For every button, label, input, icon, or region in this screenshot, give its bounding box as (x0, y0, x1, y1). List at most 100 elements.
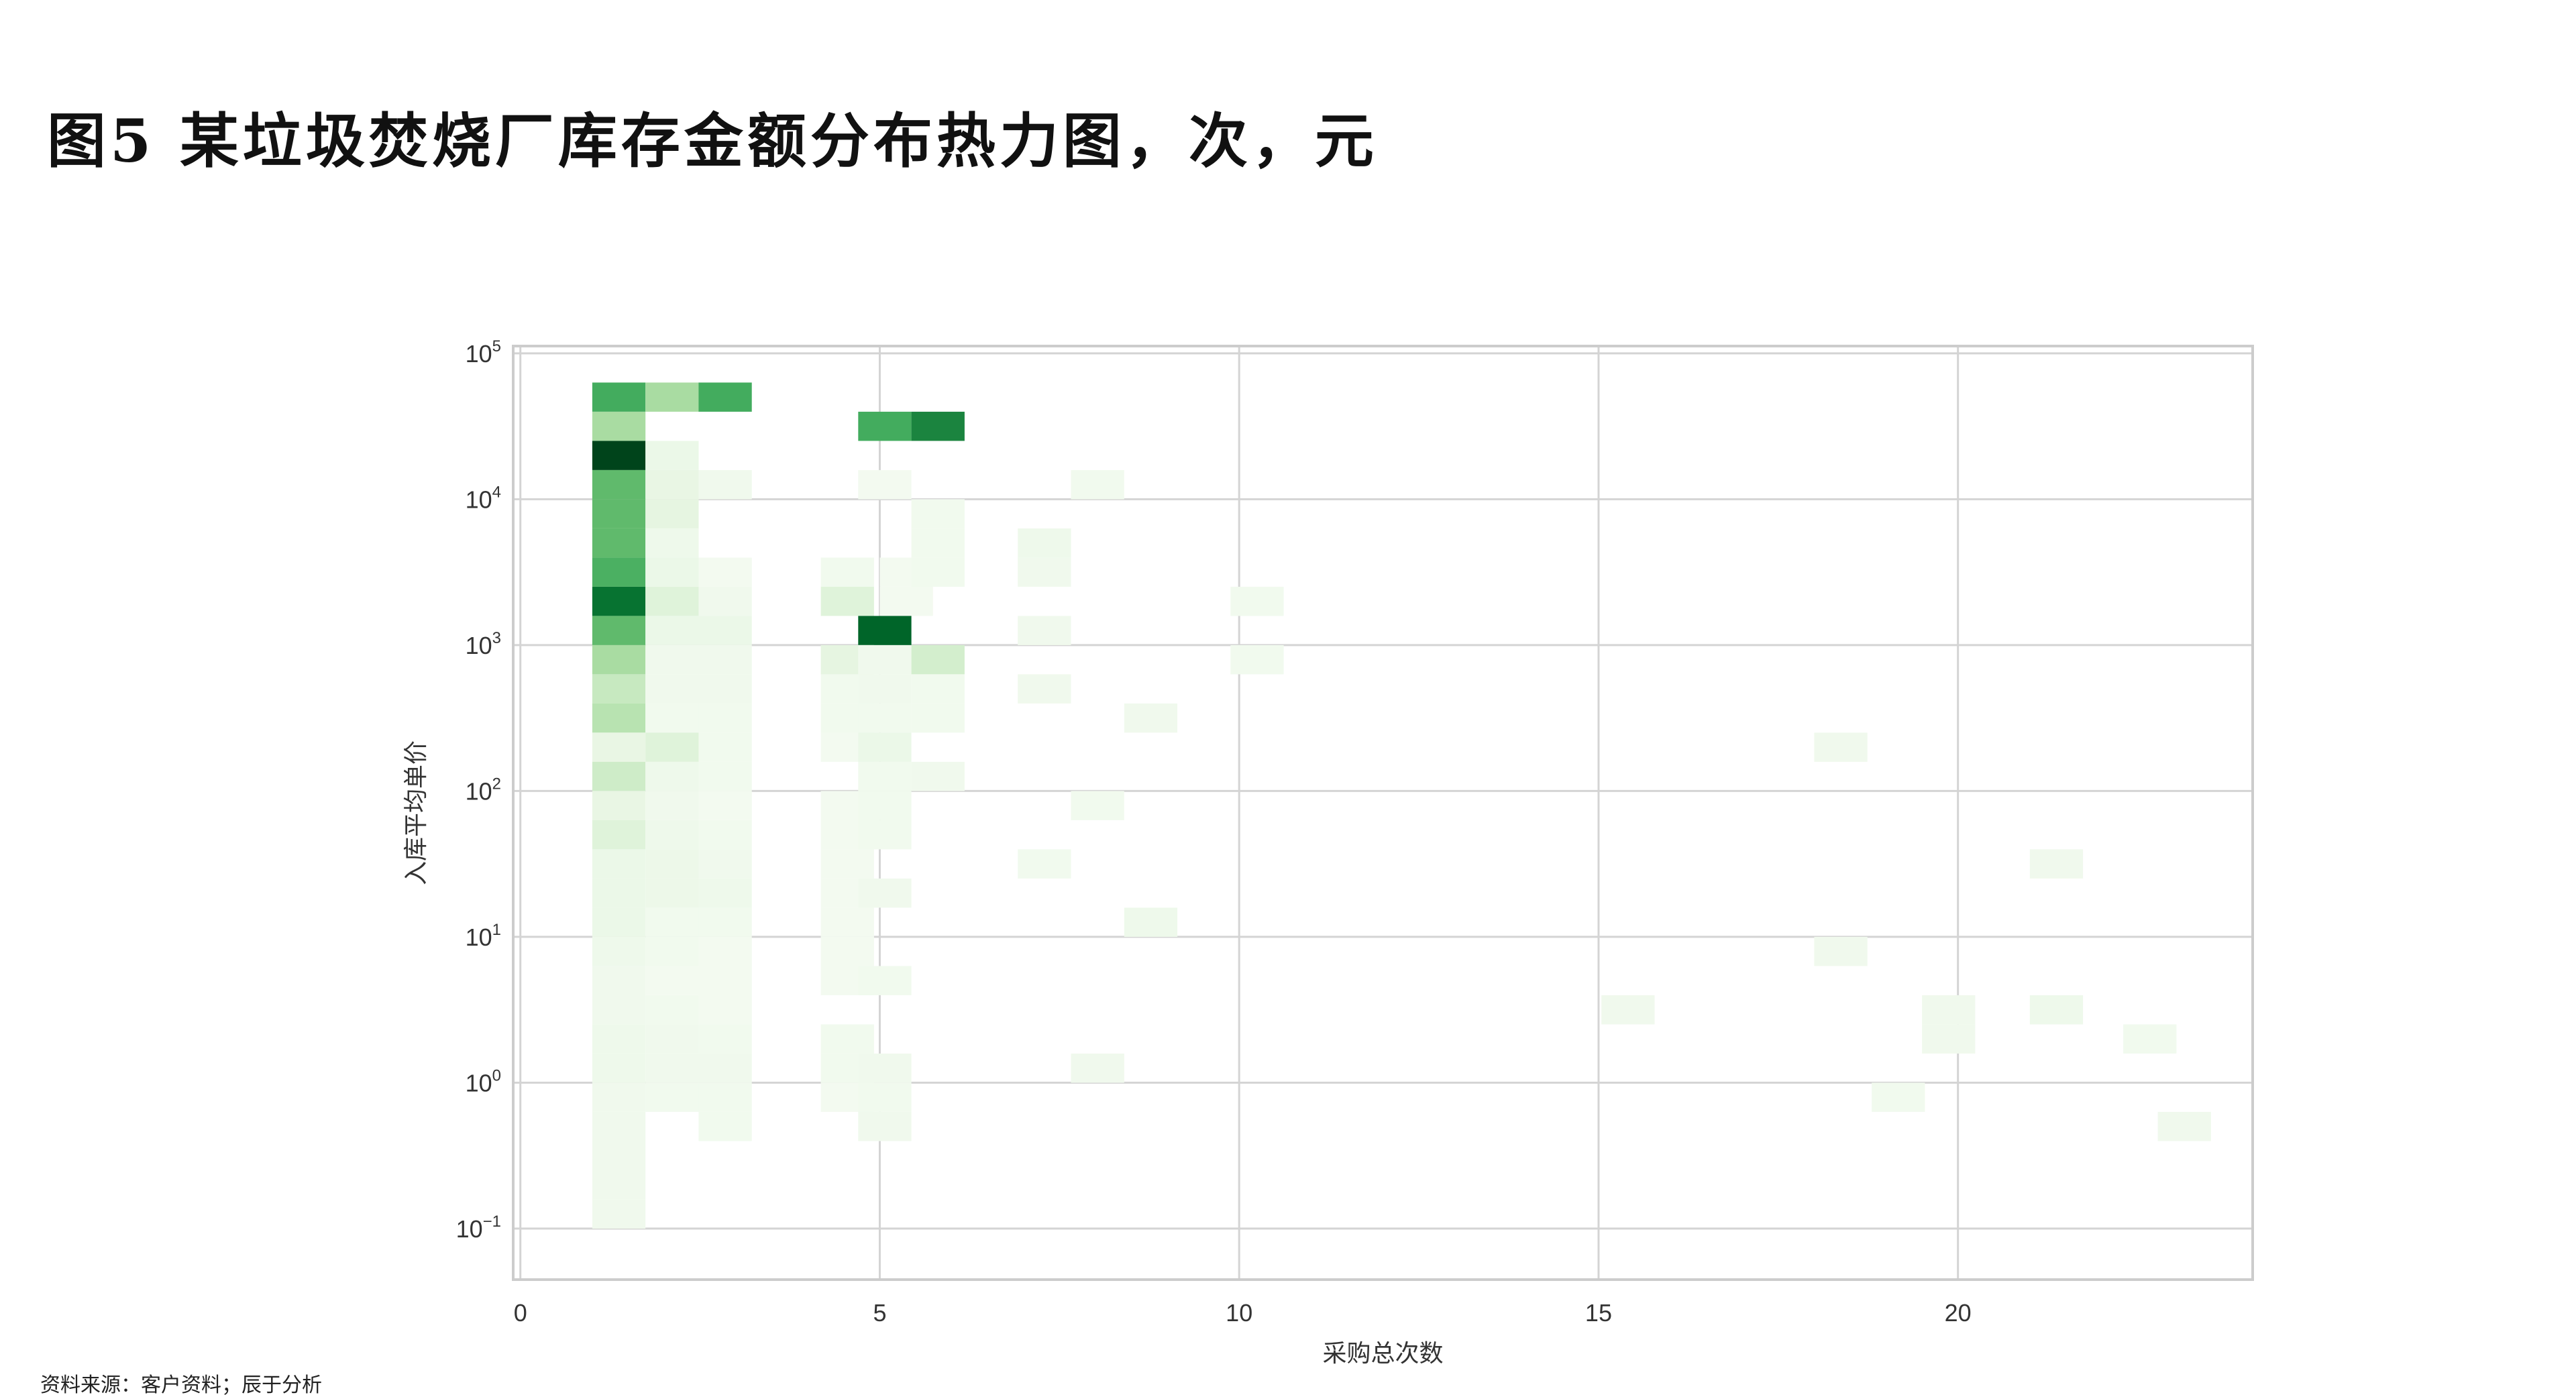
x-tick-labels: 0 5 10 15 20 (514, 1299, 1972, 1327)
x-tick-label: 20 (1945, 1299, 1972, 1327)
heatmap-cell (698, 732, 752, 762)
heatmap-cell (698, 469, 752, 500)
heatmap-cell (1230, 586, 1284, 616)
heatmap-cell (1124, 703, 1178, 733)
heatmap-cell (698, 586, 752, 616)
heatmap-cell (698, 1053, 752, 1083)
heatmap-cell (858, 966, 912, 995)
heatmap-cell (858, 616, 912, 645)
heatmap-cell (698, 616, 752, 645)
heatmap-cell (698, 995, 752, 1025)
heatmap-cell (1814, 732, 1868, 762)
heatmap-cell (592, 1024, 646, 1054)
heatmap-cell (1872, 1082, 1925, 1112)
heatmap-cell (645, 791, 699, 820)
heatmap-cell (592, 820, 646, 850)
heatmap-cell (698, 849, 752, 879)
heatmap-cell (592, 411, 646, 441)
heatmap-cell (911, 761, 965, 791)
heatmap-cell (698, 674, 752, 704)
heatmap-cell (645, 1024, 699, 1054)
heatmap-cell (592, 557, 646, 587)
heatmap-cell (592, 1082, 646, 1112)
heatmap-cell (645, 820, 699, 850)
heatmap-cell (820, 557, 874, 587)
heatmap-cell (698, 1082, 752, 1112)
heatmap-cell (698, 878, 752, 908)
heatmap-cell (1124, 907, 1178, 937)
heatmap-cell (592, 907, 646, 937)
heatmap-cell (645, 586, 699, 616)
heatmap-cell (2029, 995, 2084, 1025)
y-tick-label: 104 (466, 483, 501, 513)
heatmap-cell (698, 820, 752, 850)
heatmap-cell (592, 382, 646, 412)
heatmap-cell (820, 849, 874, 879)
heatmap-cell (592, 936, 646, 966)
x-tick-label: 0 (514, 1299, 527, 1327)
heatmap-cell (645, 1053, 699, 1083)
heatmap-cell (698, 791, 752, 820)
heatmap-cell (820, 936, 874, 966)
heatmap-cell (1071, 1053, 1124, 1083)
heatmap-cell (911, 499, 965, 528)
heatmap-cell (911, 674, 965, 704)
heatmap-cell (592, 1141, 646, 1170)
heatmap-cell (645, 907, 699, 937)
heatmap-cell (858, 645, 912, 675)
heatmap-cell (858, 1053, 912, 1083)
heatmap-cell (858, 411, 912, 441)
heatmap-cell (592, 441, 646, 470)
heatmap-cell (592, 469, 646, 500)
heatmap-cell (645, 732, 699, 762)
plot-frame (512, 345, 2254, 1281)
heatmap-cell (858, 878, 912, 908)
heatmap-cell (1018, 557, 1071, 587)
heatmap-cell (592, 791, 646, 820)
heatmap-cell (820, 1024, 874, 1054)
page-title: 图5 某垃圾焚烧厂库存金额分布热力图，次，元 (47, 106, 1378, 176)
heatmap-cell (645, 761, 699, 791)
heatmap-cell (820, 586, 874, 616)
heatmap-cell (1230, 645, 1284, 675)
heatmap-cell (698, 1024, 752, 1054)
y-tick-label: 101 (466, 921, 501, 951)
heatmap-cell (592, 586, 646, 616)
heatmap-cell (645, 528, 699, 558)
heatmap-cell (592, 966, 646, 995)
heatmap-cell (698, 761, 752, 791)
heatmap-cell (1922, 1024, 1976, 1054)
heatmap-cell (592, 878, 646, 908)
heatmap-cell (858, 732, 912, 762)
heatmap-cell (858, 469, 912, 500)
heatmap-cell (2157, 1111, 2211, 1141)
y-tick-label: 105 (466, 337, 501, 368)
heatmap-cell (698, 907, 752, 937)
y-tick-label: 102 (466, 775, 501, 805)
heatmap-cell (592, 1170, 646, 1200)
y-tick-label: 103 (466, 629, 501, 659)
heatmap-cell (1071, 791, 1124, 820)
heatmap-cell (645, 469, 699, 500)
source-note: 资料来源：客户资料；辰于分析 (40, 1374, 322, 1397)
heatmap-cell (698, 1111, 752, 1141)
heatmap-cell (1018, 849, 1071, 879)
heatmap-cell (1018, 674, 1071, 704)
heatmap-cell (645, 499, 699, 528)
heatmap-cell (592, 849, 646, 879)
heatmap-cells (592, 382, 2211, 1229)
x-tick-label: 5 (873, 1299, 886, 1327)
heatmap-cell (645, 849, 699, 879)
heatmap-cell (592, 1053, 646, 1083)
heatmap-cell (698, 645, 752, 675)
heatmap-cell (645, 703, 699, 733)
heatmap-cell (698, 703, 752, 733)
heatmap-cell (911, 645, 965, 675)
heatmap-cell (592, 616, 646, 645)
y-tick-labels: 105 104 103 102 101 100 10−1 (456, 337, 501, 1243)
heatmap-cell (592, 995, 646, 1025)
y-tick-label: 100 (466, 1066, 501, 1097)
heatmap-cell (592, 645, 646, 675)
heatmap-cell (645, 645, 699, 675)
heatmap-cell (911, 411, 965, 441)
